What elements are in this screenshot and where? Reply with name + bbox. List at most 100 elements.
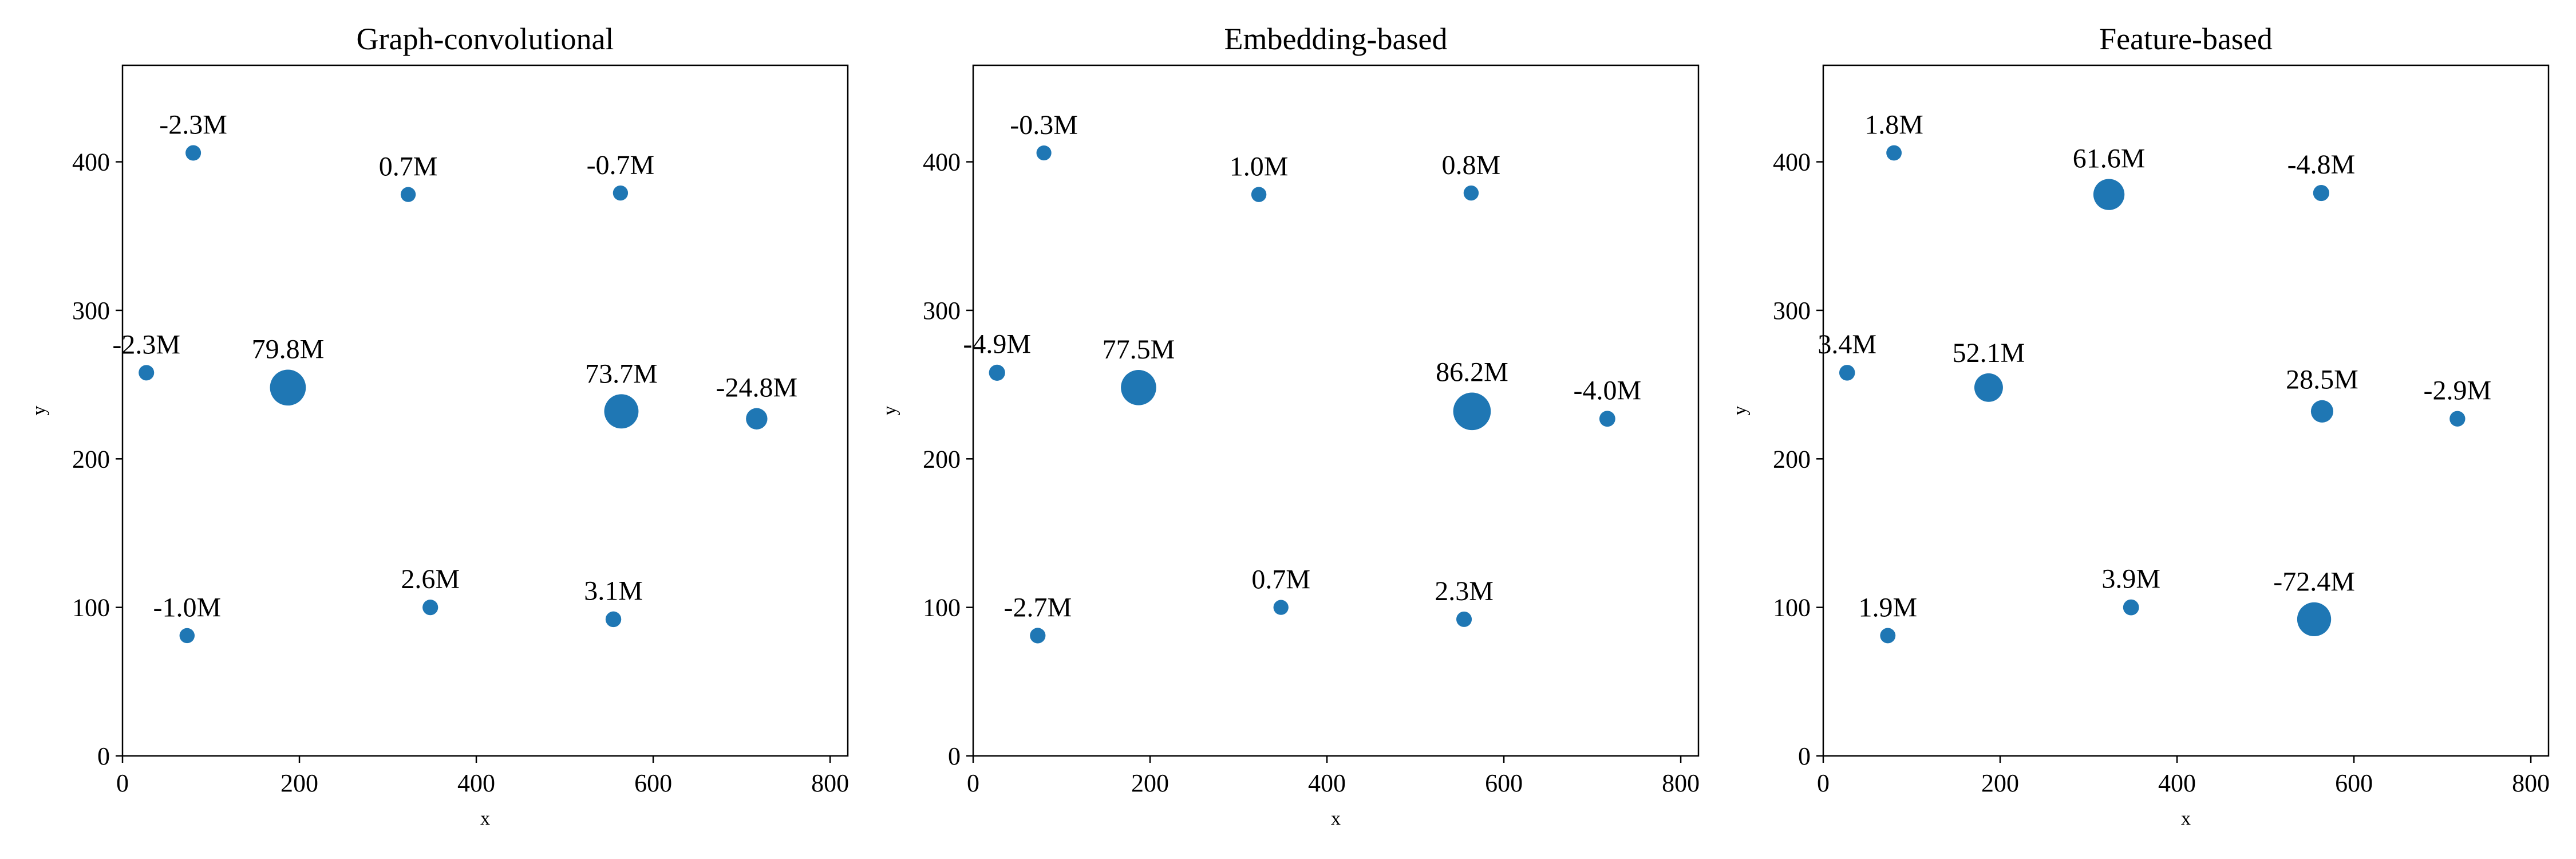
y-axis-label: y bbox=[879, 406, 900, 416]
data-label: -2.7M bbox=[1003, 592, 1072, 622]
data-label: 86.2M bbox=[1436, 357, 1508, 387]
data-point bbox=[1599, 411, 1615, 427]
data-label: 3.1M bbox=[584, 576, 643, 606]
y-tick-label: 200 bbox=[72, 445, 110, 473]
x-tick-label: 800 bbox=[2512, 769, 2550, 797]
data-label: -4.8M bbox=[2287, 149, 2356, 180]
data-label: -2.9M bbox=[2424, 376, 2492, 406]
x-tick-label: 0 bbox=[967, 769, 979, 797]
data-label: -24.8M bbox=[716, 373, 798, 403]
data-label: 2.6M bbox=[401, 564, 460, 594]
x-tick-label: 200 bbox=[280, 769, 318, 797]
data-point bbox=[422, 600, 438, 616]
data-label: 0.7M bbox=[1251, 564, 1310, 594]
y-tick-label: 400 bbox=[923, 148, 961, 176]
data-point bbox=[604, 394, 639, 429]
x-axis-label: x bbox=[480, 808, 490, 829]
y-tick-label: 400 bbox=[1773, 148, 1811, 176]
y-tick-label: 100 bbox=[72, 594, 110, 622]
x-tick-label: 0 bbox=[116, 769, 129, 797]
data-label: -2.3M bbox=[112, 329, 180, 360]
y-tick-label: 400 bbox=[72, 148, 110, 176]
data-label: 1.9M bbox=[1858, 592, 1917, 622]
data-point bbox=[1886, 145, 1902, 161]
data-label: -2.3M bbox=[159, 109, 227, 140]
x-tick-label: 200 bbox=[1131, 769, 1169, 797]
data-point bbox=[2310, 400, 2334, 423]
data-point bbox=[1974, 373, 2003, 402]
data-label: -4.9M bbox=[963, 329, 1031, 360]
data-label: 28.5M bbox=[2286, 365, 2358, 395]
x-tick-label: 400 bbox=[2158, 769, 2196, 797]
data-point bbox=[2123, 599, 2139, 616]
data-point bbox=[2449, 411, 2466, 427]
data-point bbox=[1456, 611, 1472, 627]
data-point bbox=[2297, 602, 2332, 637]
data-label: 2.3M bbox=[1435, 576, 1494, 606]
x-axis-label: x bbox=[1331, 808, 1341, 829]
panel-3: Feature-based 0 200 400 600 800 0 100 200 300 400 x… bbox=[1729, 22, 2550, 829]
data-label: 1.8M bbox=[1864, 110, 1923, 140]
y-tick-label: 200 bbox=[1773, 445, 1811, 473]
y-tick-label: 300 bbox=[923, 297, 961, 325]
data-label: -0.7M bbox=[587, 150, 655, 180]
data-point bbox=[1251, 187, 1267, 202]
data-label: 3.9M bbox=[2101, 564, 2160, 594]
data-label: 79.8M bbox=[252, 334, 325, 364]
data-point bbox=[1453, 392, 1491, 431]
data-label: -4.0M bbox=[1574, 375, 1642, 405]
data-label: 73.7M bbox=[585, 358, 658, 389]
data-label: 1.0M bbox=[1230, 151, 1289, 182]
data-point bbox=[400, 187, 416, 202]
data-label: 77.5M bbox=[1103, 334, 1175, 365]
data-point bbox=[613, 185, 629, 201]
x-tick-label: 600 bbox=[1485, 769, 1523, 797]
x-tick-label: 800 bbox=[811, 769, 849, 797]
data-point bbox=[1839, 365, 1855, 381]
x-tick-label: 0 bbox=[1817, 769, 1830, 797]
data-point bbox=[1030, 628, 1046, 644]
panel-2: Embedding-based 0 200 400 600 800 0 100 200 300 40… bbox=[879, 22, 1700, 829]
y-tick-label: 100 bbox=[1773, 594, 1811, 622]
data-point bbox=[746, 408, 768, 430]
data-point bbox=[185, 145, 202, 161]
y-tick-label: 300 bbox=[1773, 297, 1811, 325]
data-point bbox=[139, 365, 155, 381]
data-point bbox=[989, 364, 1005, 381]
y-axis-label: y bbox=[29, 406, 50, 416]
y-tick-label: 300 bbox=[72, 297, 110, 325]
data-label: 52.1M bbox=[1953, 338, 2025, 368]
data-point bbox=[1121, 369, 1156, 405]
chart-title: Feature-based bbox=[2099, 22, 2273, 56]
data-point bbox=[179, 628, 195, 644]
plot-frame bbox=[1822, 64, 2550, 757]
x-axis-label: x bbox=[2181, 808, 2191, 829]
x-tick-label: 800 bbox=[1662, 769, 1700, 797]
plot-frame bbox=[972, 64, 1700, 757]
data-label: 3.4M bbox=[1818, 329, 1876, 360]
x-tick-label: 600 bbox=[634, 769, 672, 797]
data-point bbox=[1880, 628, 1896, 644]
data-point bbox=[270, 369, 306, 406]
data-point bbox=[1463, 185, 1479, 201]
panel-1: Graph-convolutional 0 200 400 600 800 0 100 200 3… bbox=[29, 22, 849, 829]
plot-frame bbox=[121, 64, 849, 757]
data-label: -0.3M bbox=[1010, 110, 1078, 140]
y-tick-label: 0 bbox=[97, 742, 110, 770]
data-point bbox=[2313, 184, 2330, 202]
x-tick-label: 400 bbox=[457, 769, 495, 797]
data-label: -72.4M bbox=[2273, 567, 2355, 597]
data-label: 0.7M bbox=[379, 151, 438, 182]
y-tick-label: 0 bbox=[948, 742, 961, 770]
y-tick-label: 100 bbox=[923, 594, 961, 622]
data-label: 61.6M bbox=[2073, 143, 2146, 174]
data-point bbox=[1273, 600, 1289, 615]
data-point bbox=[605, 611, 622, 628]
data-point bbox=[2093, 179, 2125, 210]
y-tick-label: 0 bbox=[1798, 742, 1811, 770]
x-tick-label: 200 bbox=[1981, 769, 2019, 797]
data-point bbox=[1036, 145, 1052, 161]
data-label: 0.8M bbox=[1442, 150, 1501, 180]
x-tick-label: 600 bbox=[2335, 769, 2373, 797]
